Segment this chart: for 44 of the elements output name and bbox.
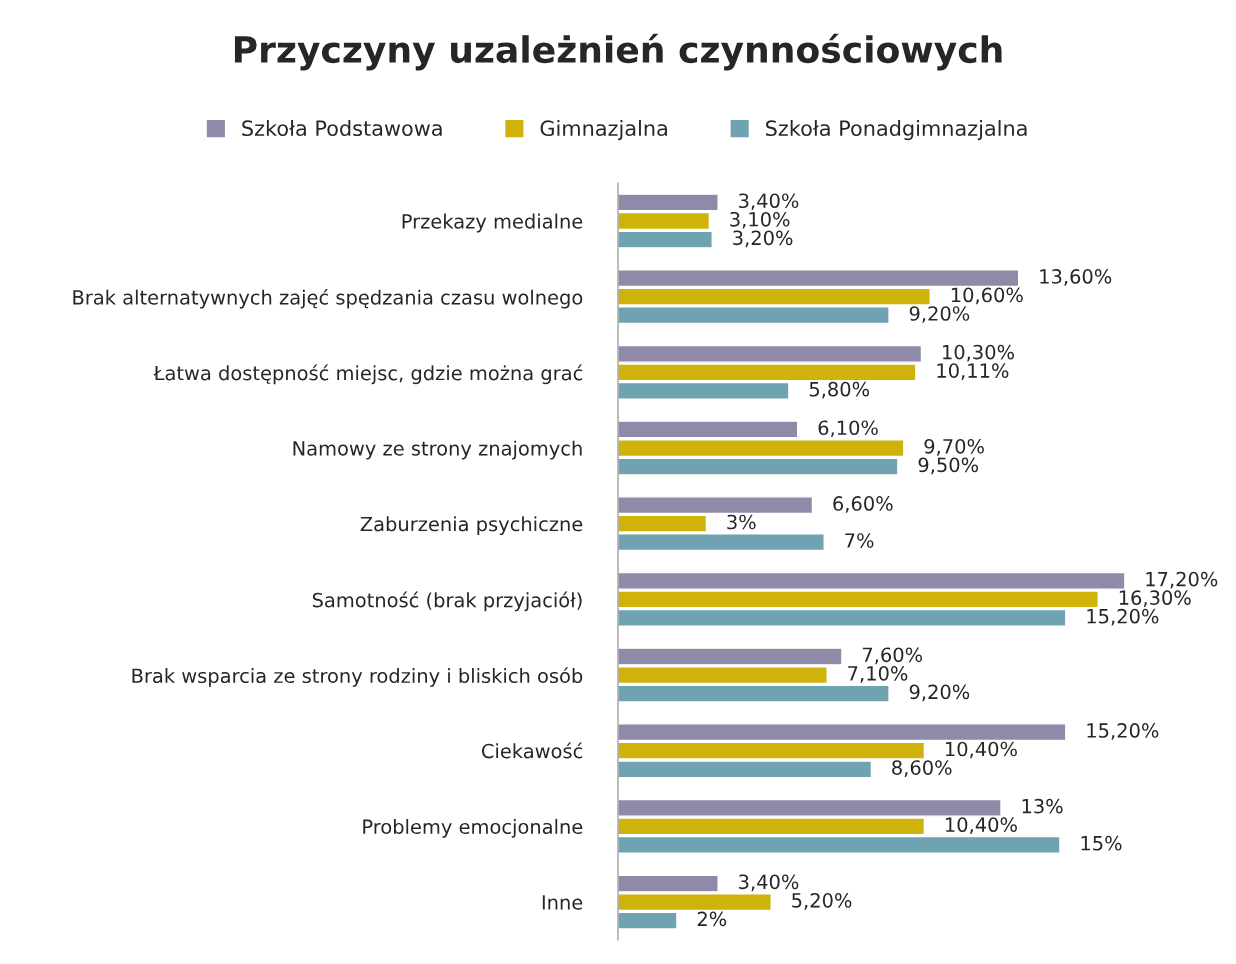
chart-title: Przyczyny uzależnień czynnościowych bbox=[234, 33, 1002, 71]
legend-label: Szkoła Ponadgimnazjalna bbox=[766, 119, 1027, 141]
data-label: 13,60% bbox=[1040, 269, 1112, 286]
legend-label: Szkoła Podstawowa bbox=[242, 119, 442, 137]
data-label: 3% bbox=[727, 514, 756, 530]
y-tick-label: Samotność (brak przyjaciół) bbox=[312, 591, 582, 612]
data-label: 5,80% bbox=[809, 381, 870, 399]
data-label: 6,10% bbox=[818, 420, 878, 438]
y-tick-label: Namowy ze strony znajomych bbox=[293, 440, 582, 460]
data-label: 9,20% bbox=[909, 684, 970, 702]
data-label: 6,60% bbox=[833, 496, 893, 513]
data-label: 15,20% bbox=[1087, 723, 1159, 740]
y-tick-label: Brak alternatywnych zajęć spędzania czasu wolnego bbox=[73, 288, 583, 309]
data-label: 15% bbox=[1081, 835, 1122, 851]
y-tick-label: Brak wsparcia ze strony rodziny i bliskich osób bbox=[132, 667, 583, 687]
legend-label: Gimnazjalna bbox=[540, 119, 667, 141]
data-label: 3,40% bbox=[739, 874, 799, 892]
data-label: 8,60% bbox=[892, 760, 952, 777]
data-label: 15,20% bbox=[1087, 608, 1159, 626]
data-label: 9,70% bbox=[924, 438, 984, 456]
y-tick-label: Inne bbox=[542, 895, 583, 910]
y-tick-label: Przekazy medialne bbox=[402, 213, 583, 233]
data-label: 7,10% bbox=[848, 665, 908, 683]
data-label: 7,60% bbox=[862, 647, 923, 665]
data-label: 10,60% bbox=[951, 287, 1023, 305]
data-label: 2% bbox=[697, 911, 727, 927]
data-label: 3,40% bbox=[739, 193, 799, 211]
data-label: 10,30% bbox=[943, 344, 1014, 362]
data-label: 5,20% bbox=[792, 893, 852, 910]
data-label: 10,40% bbox=[945, 741, 1017, 759]
data-label: 17,20% bbox=[1146, 571, 1218, 589]
y-tick-label: Zaburzenia psychiczne bbox=[360, 516, 583, 536]
data-label: 7% bbox=[845, 533, 874, 548]
data-label: 9,50% bbox=[918, 457, 979, 475]
y-tick-label: Łatwa dostępność miejsc, gdzie można grać bbox=[153, 364, 583, 385]
data-label: 3,10% bbox=[730, 211, 790, 229]
data-label: 3,20% bbox=[733, 230, 793, 248]
data-label: 16,30% bbox=[1119, 590, 1191, 607]
data-label: 10,40% bbox=[945, 817, 1017, 835]
y-tick-label: Problemy emocjonalne bbox=[363, 819, 583, 838]
data-label: 10,11% bbox=[937, 363, 1009, 380]
y-tick-label: Ciekawość bbox=[481, 742, 583, 759]
data-label: 13% bbox=[1022, 798, 1063, 814]
data-label: 9,20% bbox=[909, 306, 970, 323]
